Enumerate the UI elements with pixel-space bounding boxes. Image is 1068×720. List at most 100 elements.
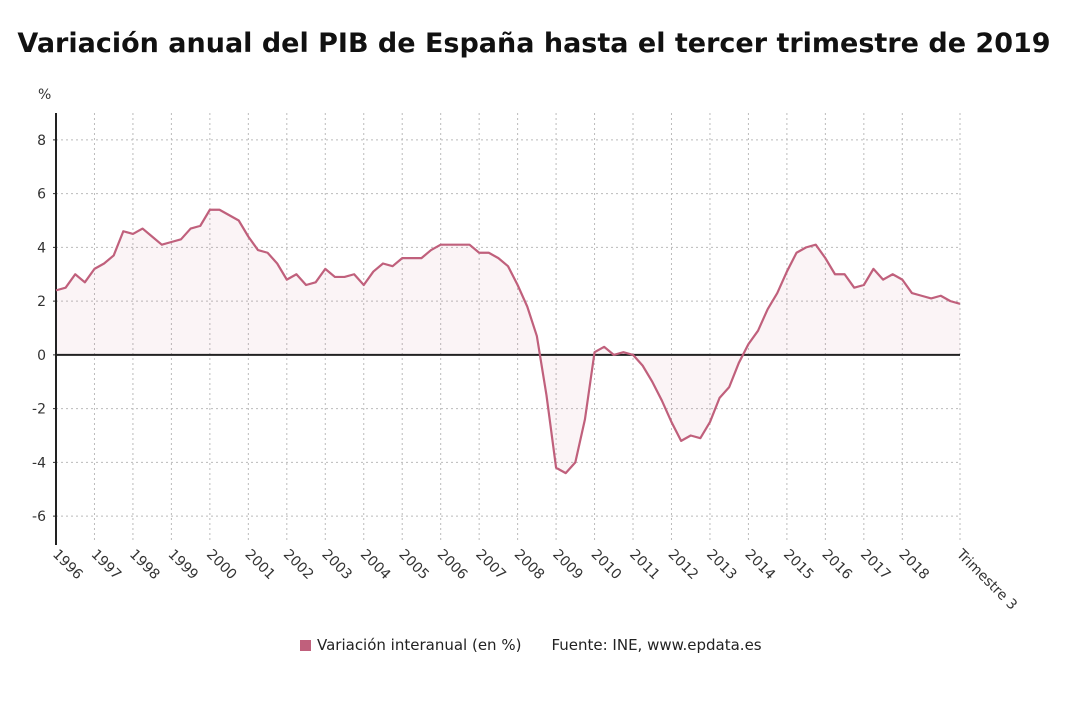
x-tick-label: 2011 (626, 547, 663, 584)
x-tick-label: 2010 (588, 547, 625, 584)
data-point (824, 257, 826, 259)
data-point (295, 273, 297, 275)
x-tick-label: 2018 (895, 547, 932, 584)
data-point (584, 418, 586, 420)
legend: Variación interanual (en %) Fuente: INE,… (300, 636, 762, 654)
data-point (469, 244, 471, 246)
x-tick-label: 1998 (126, 547, 163, 584)
data-point (622, 351, 624, 353)
data-point (613, 354, 615, 356)
data-point (440, 244, 442, 246)
data-point (776, 292, 778, 294)
y-axis-label: % (38, 87, 51, 103)
data-point (940, 295, 942, 297)
data-point (228, 214, 230, 216)
data-point (103, 263, 105, 265)
y-tick-label: 2 (37, 294, 46, 310)
data-point (680, 440, 682, 442)
y-tick-label: 8 (37, 133, 46, 149)
data-point (93, 268, 95, 270)
data-point (392, 265, 394, 267)
data-point (747, 343, 749, 345)
data-point (267, 252, 269, 254)
data-point (459, 244, 461, 246)
data-point (863, 284, 865, 286)
data-point (872, 268, 874, 270)
data-point (363, 284, 365, 286)
x-tick-label: Trimestre 3 (952, 546, 1020, 614)
data-point (670, 421, 672, 423)
data-point (190, 228, 192, 230)
data-point (892, 273, 894, 275)
data-point (959, 303, 961, 305)
data-point (796, 252, 798, 254)
x-tick-label: 2003 (318, 547, 355, 584)
data-point (257, 249, 259, 251)
data-point (161, 244, 163, 246)
data-point (74, 273, 76, 275)
data-point (651, 381, 653, 383)
x-tick-label: 2009 (549, 547, 586, 584)
data-point (286, 279, 288, 281)
data-point (238, 220, 240, 222)
y-tick-label: -2 (32, 402, 46, 418)
data-point (199, 225, 201, 227)
x-tick-label: 2014 (742, 547, 779, 584)
data-point (180, 238, 182, 240)
data-point (738, 362, 740, 364)
data-point (209, 209, 211, 211)
x-tick-label: 2015 (780, 547, 817, 584)
data-point (834, 273, 836, 275)
data-point (430, 249, 432, 251)
data-point (728, 386, 730, 388)
x-tick-label: 1999 (165, 547, 202, 584)
data-point (536, 335, 538, 337)
data-point (632, 354, 634, 356)
data-point (247, 236, 249, 238)
x-tick-label: 2002 (280, 547, 317, 584)
x-tick-label: 2013 (703, 547, 740, 584)
data-point (709, 421, 711, 423)
data-point (526, 306, 528, 308)
data-point (757, 330, 759, 332)
data-point (844, 273, 846, 275)
data-point (315, 281, 317, 283)
x-tick-label: 2016 (819, 547, 856, 584)
data-point (642, 365, 644, 367)
data-point (478, 252, 480, 254)
data-point (690, 435, 692, 437)
chart-title: Variación anual del PIB de España hasta … (17, 28, 1051, 59)
data-point (815, 244, 817, 246)
series-line (55, 208, 961, 475)
y-tick-label: 6 (37, 187, 46, 203)
x-tick-label: 2017 (857, 547, 894, 584)
data-point (574, 461, 576, 463)
data-point (719, 397, 721, 399)
data-point (353, 273, 355, 275)
source-note: Fuente: INE, www.epdata.es (551, 636, 762, 654)
x-tick-label: 2004 (357, 547, 394, 584)
data-point (517, 284, 519, 286)
data-point (411, 257, 413, 259)
data-point (767, 308, 769, 310)
data-point (949, 300, 951, 302)
y-tick-label: -4 (32, 455, 46, 471)
x-tick-label: 2008 (511, 547, 548, 584)
data-point (497, 257, 499, 259)
data-point (603, 346, 605, 348)
y-tick-label: -6 (32, 509, 46, 525)
x-tick-label: 2005 (395, 547, 432, 584)
data-point (882, 279, 884, 281)
data-point (132, 233, 134, 235)
y-tick-label: 0 (37, 348, 46, 364)
data-point (853, 287, 855, 289)
data-point (488, 252, 490, 254)
data-point (420, 257, 422, 259)
data-point (661, 400, 663, 402)
x-tick-label: 1996 (49, 547, 86, 584)
data-point (699, 437, 701, 439)
data-point (55, 289, 57, 291)
data-point (382, 263, 384, 265)
